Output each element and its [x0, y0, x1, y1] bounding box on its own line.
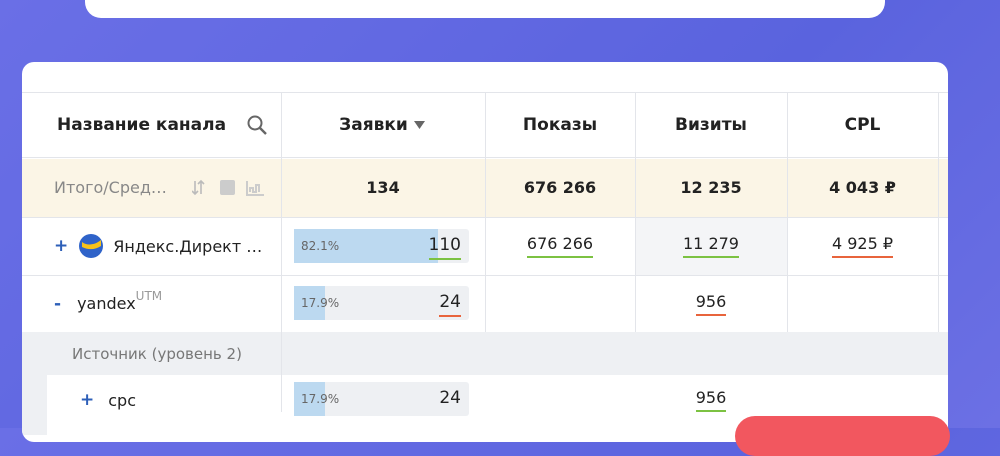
- channel-tag: UTM: [135, 289, 163, 303]
- share-label: 82.1%: [301, 239, 340, 253]
- channel-name[interactable]: Яндекс.Директ …: [113, 236, 263, 256]
- col-line: [635, 92, 636, 332]
- search-icon[interactable]: [246, 114, 268, 136]
- leads-value: 24: [439, 388, 461, 408]
- cell-value: 11 279: [683, 234, 739, 258]
- column-header[interactable]: Показы: [522, 114, 598, 135]
- totals-icons[interactable]: [192, 179, 268, 197]
- cell-value: 956: [695, 292, 727, 316]
- table-card: Название канала Заявки Показы Визиты CPL…: [22, 62, 948, 442]
- col-line: [787, 92, 788, 332]
- col-line: [281, 92, 282, 412]
- header-text: Заявки: [339, 114, 408, 135]
- total-value: 12 235: [680, 177, 742, 197]
- channel-name[interactable]: yandex: [77, 294, 136, 313]
- collapse-toggle[interactable]: -: [54, 293, 62, 314]
- share-fill: [294, 382, 326, 416]
- share-fill: [294, 229, 438, 263]
- share-fill: [294, 286, 326, 320]
- leads-value: 24: [439, 292, 461, 317]
- cell-bg: [635, 217, 787, 275]
- row-label: - yandex UTM: [54, 275, 162, 332]
- totals-label: Итого/Сред…: [54, 177, 167, 197]
- share-bar: 82.1% 110: [294, 229, 469, 263]
- row-label: + Яндекс.Директ …: [54, 217, 262, 275]
- yandex-logo: [79, 234, 104, 258]
- column-header[interactable]: Визиты: [675, 114, 747, 135]
- indent: [22, 375, 47, 435]
- col-line: [485, 92, 486, 332]
- group-label: Источник (уровень 2): [72, 344, 242, 363]
- cell-value: 956: [695, 388, 727, 412]
- share-bar: 17.9% 24: [294, 382, 469, 416]
- channel-name[interactable]: cpc: [108, 390, 136, 410]
- column-header[interactable]: CPL: [844, 114, 881, 135]
- share-label: 17.9%: [301, 392, 340, 406]
- expand-toggle[interactable]: +: [80, 390, 95, 410]
- expand-toggle[interactable]: +: [54, 236, 69, 256]
- column-header[interactable]: Название канала: [57, 114, 227, 135]
- action-button[interactable]: [735, 416, 950, 456]
- total-value: 134: [366, 177, 400, 197]
- total-value: 676 266: [523, 177, 597, 197]
- col-line: [938, 92, 939, 332]
- column-header[interactable]: Заявки: [281, 92, 485, 157]
- sort-icon: [413, 120, 425, 129]
- share-bar: 17.9% 24: [294, 286, 469, 320]
- cell-value: 676 266: [526, 234, 594, 258]
- leads-value: 110: [428, 235, 461, 260]
- row-label: + cpc: [80, 375, 136, 425]
- cell-value: 4 925 ₽: [831, 234, 894, 258]
- top-panel: [85, 0, 885, 18]
- total-value: 4 043 ₽: [829, 177, 896, 197]
- group-bg: [22, 332, 948, 375]
- share-label: 17.9%: [301, 296, 340, 310]
